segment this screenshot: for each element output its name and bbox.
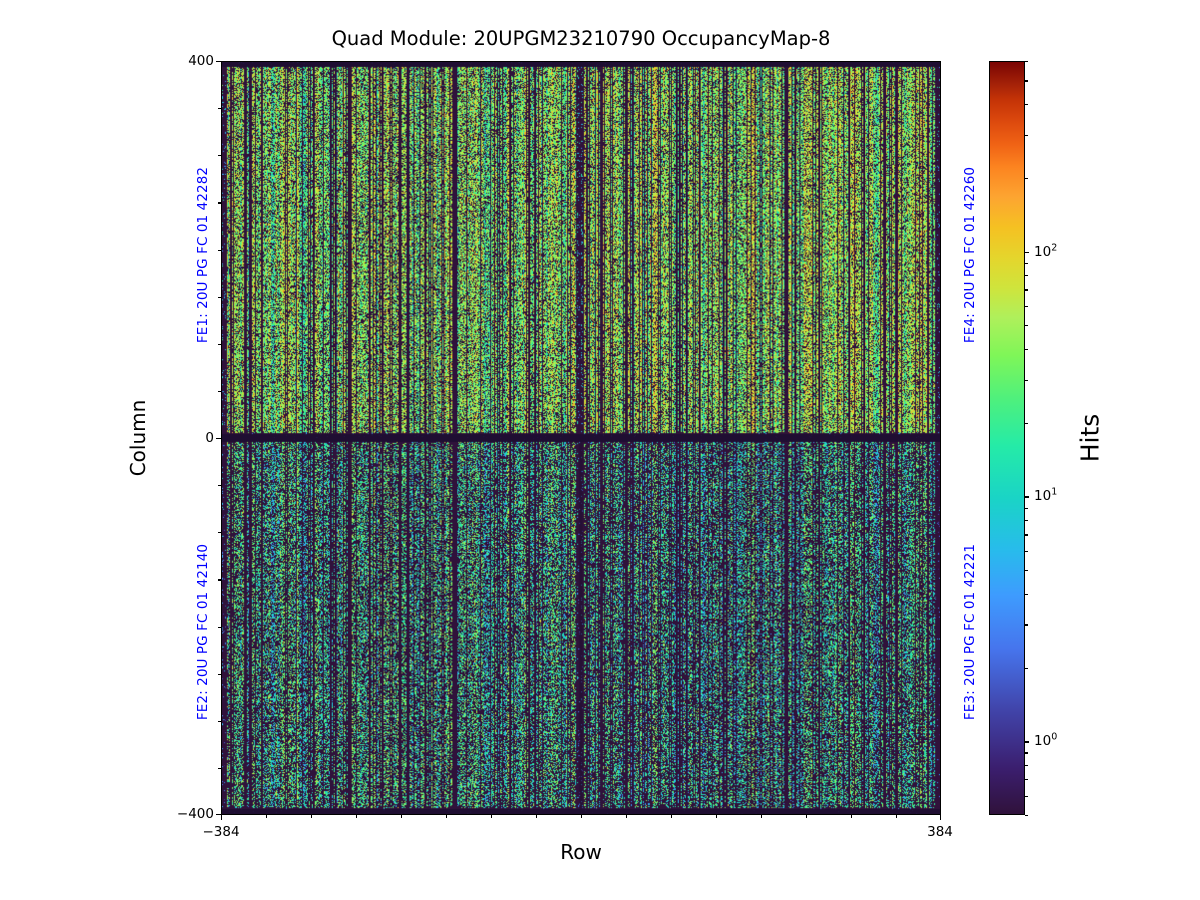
colorbar-tick-major bbox=[1025, 741, 1030, 743]
colorbar-tick-major bbox=[1025, 496, 1030, 498]
x-tick-minor bbox=[761, 815, 763, 818]
colorbar-tick-minor bbox=[1025, 815, 1028, 817]
x-tick-minor bbox=[266, 815, 268, 818]
x-tick-minor bbox=[626, 815, 628, 818]
colorbar-gradient[interactable] bbox=[989, 61, 1025, 815]
colorbar-tick-major bbox=[1025, 251, 1030, 253]
annotation-fe4: FE4: 20U PG FC 01 42260 bbox=[962, 166, 978, 344]
colorbar-tick-minor bbox=[1025, 593, 1028, 596]
colorbar-tick-minor bbox=[1025, 422, 1028, 424]
colorbar-tick-minor bbox=[1025, 80, 1028, 82]
colorbar-tick-minor bbox=[1025, 534, 1028, 536]
colorbar-tick-minor bbox=[1025, 550, 1028, 552]
annotation-fe3: FE3: 20U PG FC 01 42221 bbox=[962, 543, 978, 721]
y-ticklabel: 0 bbox=[205, 430, 214, 446]
colorbar-tick-minor bbox=[1025, 752, 1028, 754]
colorbar-tick-minor bbox=[1025, 325, 1028, 327]
colorbar-tick-minor bbox=[1025, 765, 1028, 767]
y-ticklabel: 400 bbox=[188, 53, 214, 69]
colorbar-tick-minor bbox=[1025, 795, 1028, 797]
colorbar-tick-minor bbox=[1025, 104, 1028, 106]
colorbar-tick-minor bbox=[1025, 262, 1028, 264]
x-tick-minor bbox=[446, 815, 448, 818]
x-tick-major bbox=[221, 815, 223, 820]
x-tick-minor bbox=[491, 815, 493, 818]
x-ticklabel: −384 bbox=[202, 824, 240, 840]
occupancy-heatmap-canvas bbox=[222, 62, 940, 814]
annotation-fe1: FE1: 20U PG FC 01 42282 bbox=[195, 166, 211, 344]
colorbar-tick-minor bbox=[1025, 779, 1028, 781]
colorbar-tick-minor bbox=[1025, 61, 1028, 63]
y-axis-label: Column bbox=[126, 399, 150, 477]
colorbar-tick-minor bbox=[1025, 275, 1028, 277]
colorbar-tick-minor bbox=[1025, 624, 1028, 626]
x-tick-minor bbox=[716, 815, 718, 818]
colorbar-ticklabel: 100 bbox=[1034, 731, 1058, 750]
x-tick-minor bbox=[311, 815, 313, 818]
colorbar-tick-minor bbox=[1025, 348, 1028, 351]
colorbar-tick-minor bbox=[1025, 305, 1028, 308]
colorbar-ticklabel: 101 bbox=[1034, 486, 1058, 505]
colorbar-tick-minor bbox=[1025, 570, 1028, 572]
y-ticklabel: −400 bbox=[176, 806, 214, 822]
heatmap-plot-area[interactable] bbox=[221, 61, 941, 815]
x-tick-minor bbox=[581, 815, 583, 818]
x-tick-minor bbox=[851, 815, 853, 818]
x-tick-minor bbox=[896, 815, 898, 818]
page-title: Quad Module: 20UPGM23210790 OccupancyMap… bbox=[331, 27, 831, 50]
colorbar-tick-minor bbox=[1025, 520, 1028, 522]
colorbar-tick-minor bbox=[1025, 379, 1028, 381]
colorbar-tick-minor bbox=[1025, 289, 1028, 291]
colorbar-label: Hits bbox=[1075, 413, 1105, 463]
x-tick-minor bbox=[806, 815, 808, 818]
x-axis-label: Row bbox=[560, 840, 602, 864]
x-tick-minor bbox=[356, 815, 358, 818]
x-tick-minor bbox=[536, 815, 538, 818]
colorbar-ticklabel: 102 bbox=[1034, 242, 1058, 260]
x-tick-minor bbox=[401, 815, 403, 818]
colorbar-tick-minor bbox=[1025, 177, 1028, 180]
x-tick-minor bbox=[671, 815, 673, 818]
colorbar-tick-minor bbox=[1025, 667, 1028, 669]
colorbar-tick-minor bbox=[1025, 134, 1028, 136]
x-ticklabel: 384 bbox=[927, 824, 953, 840]
colorbar-tick-minor bbox=[1025, 507, 1028, 509]
x-tick-major bbox=[940, 815, 942, 820]
annotation-fe2: FE2: 20U PG FC 01 42140 bbox=[195, 543, 211, 721]
